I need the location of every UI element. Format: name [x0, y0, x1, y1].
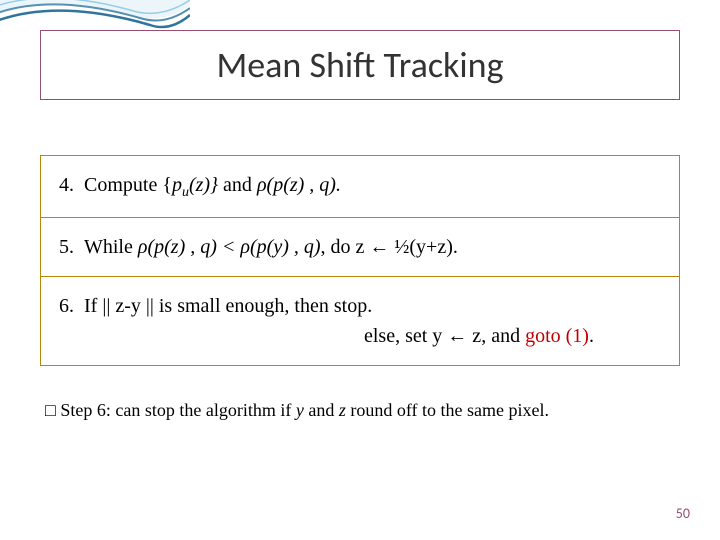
step-number: 4.: [59, 174, 74, 196]
algorithm-step: 4. Compute {pu(z)} and ρ(p(z) , q).: [41, 156, 679, 217]
page-number: 50: [676, 505, 690, 522]
step-number: 6.: [59, 295, 74, 317]
step-number: 5.: [59, 236, 74, 258]
footnote-bullet: □: [45, 400, 60, 420]
title-container: Mean Shift Tracking: [40, 30, 680, 100]
algorithm-step: 6. If || z-y || is small enough, then st…: [41, 276, 679, 365]
wave-outer-3: [0, 0, 190, 25]
slide-title: Mean Shift Tracking: [216, 43, 503, 87]
footnote: □ Step 6: can stop the algorithm if y an…: [45, 400, 675, 421]
algorithm-step: 5. While ρ(p(z) , q) < ρ(p(y) , q), do z…: [41, 217, 679, 276]
algorithm-steps-box: 4. Compute {pu(z)} and ρ(p(z) , q).5. Wh…: [40, 155, 680, 366]
wave-outer-2: [0, 4, 190, 32]
